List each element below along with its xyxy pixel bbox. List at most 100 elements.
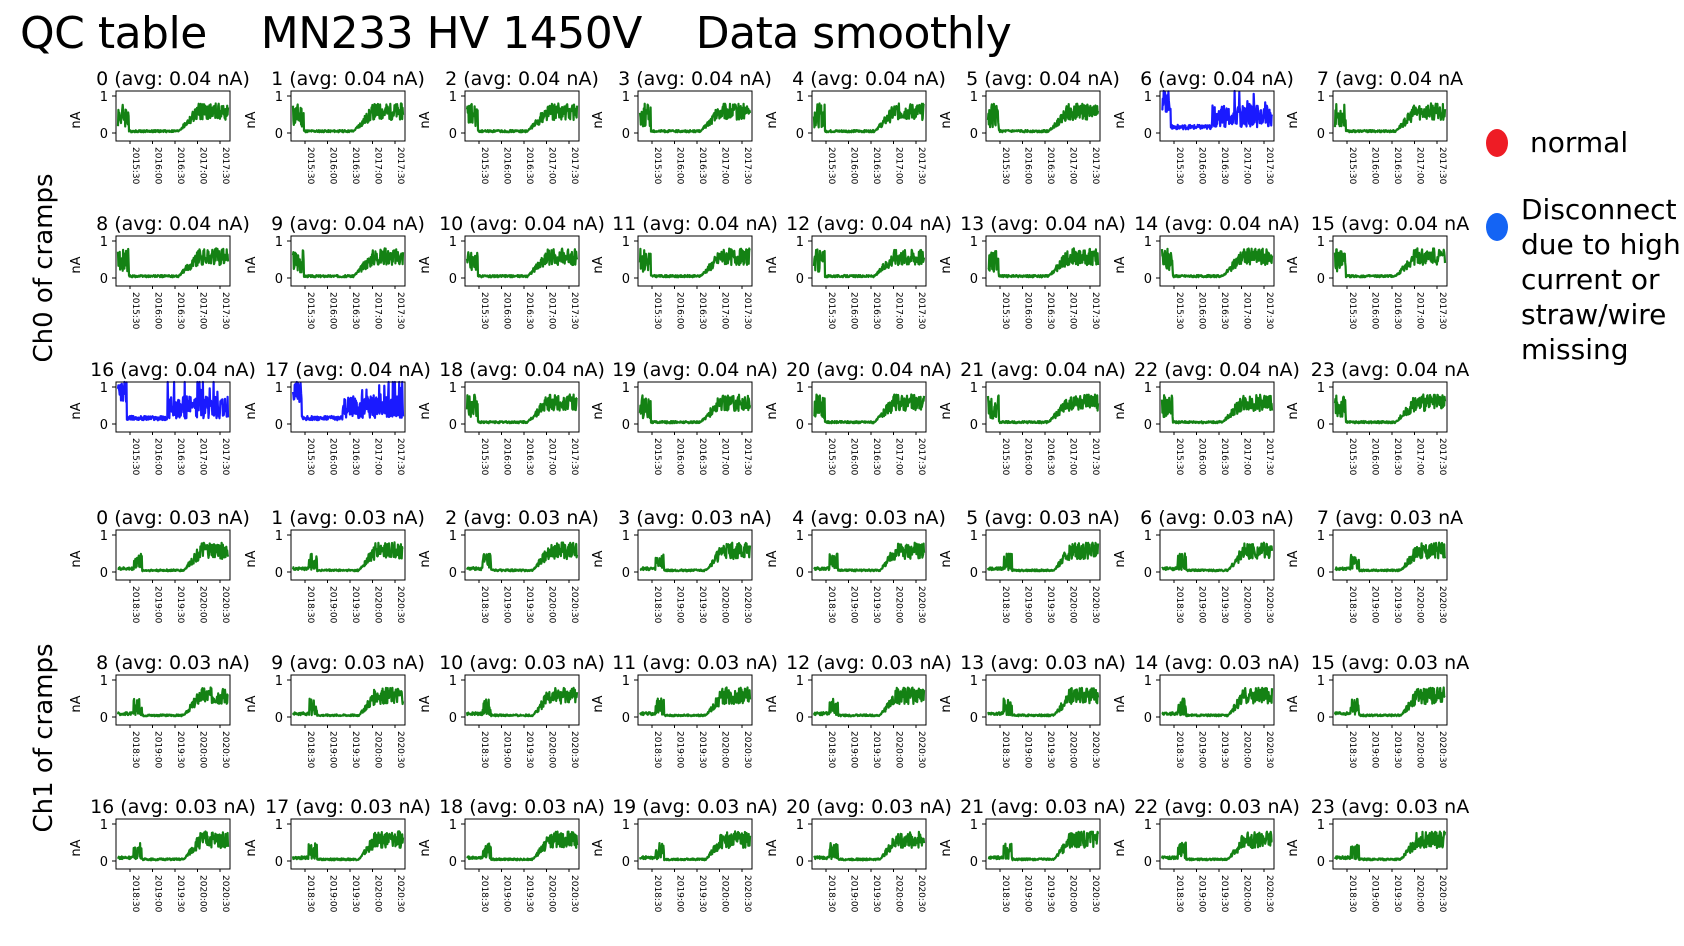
- panel-frame: [985, 381, 1101, 433]
- ytick-label: 1: [970, 818, 978, 833]
- panel-ylabel: nA: [244, 402, 259, 419]
- ytick-label: 1: [796, 818, 804, 833]
- panel-g0-ch14: 14 (avg: 0.04 nA) nA 1 0 2015:30 2016:00 2016:…: [1113, 213, 1300, 330]
- ytick-label: 0: [970, 855, 978, 870]
- ytick-label: 1: [100, 90, 108, 105]
- ytick-label: 0: [1317, 127, 1325, 142]
- ytick-label: 1: [449, 235, 457, 250]
- ytick-label: 1: [970, 529, 978, 544]
- panel-title: 5 (avg: 0.03 nA): [966, 507, 1120, 529]
- xtick-label: 2016:00: [1370, 438, 1380, 476]
- series-line: [987, 247, 1100, 279]
- xtick-label: 2016:00: [849, 438, 859, 476]
- xtick-label: 2019:00: [1023, 586, 1033, 624]
- ytick-label: 0: [970, 711, 978, 726]
- xtick-label: 2016:00: [849, 147, 859, 185]
- panel-g1-ch10: 10 (avg: 0.03 nA) nA 1 0 2018:30 2019:00 2019:…: [418, 652, 605, 769]
- xtick-label: 2016:00: [1370, 147, 1380, 185]
- xtick-label: 2019:30: [697, 875, 707, 913]
- series-line: [465, 247, 579, 279]
- xtick-label: 2019:30: [871, 875, 881, 913]
- xtick-label: 2017:30: [395, 292, 405, 330]
- panel-title: 21 (avg: 0.03 nA): [960, 796, 1126, 818]
- xtick-label: 2016:30: [1392, 147, 1402, 185]
- xtick-label: 2019:30: [350, 875, 360, 913]
- panel-ylabel: nA: [244, 695, 259, 712]
- panel-ylabel: nA: [1113, 550, 1128, 567]
- xtick-label: 2020:00: [894, 731, 904, 769]
- ytick-label: 1: [796, 90, 804, 105]
- xtick-label: 2016:30: [175, 292, 185, 330]
- series-line: [291, 830, 405, 862]
- series-line: [1160, 830, 1273, 862]
- series-line: [812, 248, 926, 279]
- panel-g0-ch13: 13 (avg: 0.04 nA) nA 1 0 2015:30 2016:00 2016:…: [939, 213, 1126, 330]
- xtick-label: 2016:00: [153, 438, 163, 476]
- xtick-label: 2020:00: [198, 731, 208, 769]
- xtick-label: 2017:30: [1437, 292, 1447, 330]
- xtick-label: 2019:00: [1370, 731, 1380, 769]
- panel-title: 22 (avg: 0.03 nA): [1134, 796, 1300, 818]
- xtick-label: 2015:30: [479, 292, 489, 330]
- panel-frame: [1332, 90, 1448, 142]
- xtick-label: 2015:30: [1174, 438, 1184, 476]
- ytick-label: 0: [970, 127, 978, 142]
- xtick-label: 2018:30: [130, 875, 140, 913]
- series-line: [986, 102, 1100, 134]
- panel-title: 7 (avg: 0.03 nA: [1317, 507, 1463, 529]
- panel-frame: [115, 235, 231, 287]
- xtick-label: 2020:30: [742, 875, 752, 913]
- panel-frame: [811, 674, 927, 726]
- xtick-label: 2019:30: [1045, 875, 1055, 913]
- panel-g0-ch18: 18 (avg: 0.04 nA) nA 1 0 2015:30 2016:00 2016:…: [418, 359, 605, 476]
- panel-frame: [811, 529, 927, 581]
- xtick-label: 2016:30: [697, 438, 707, 476]
- xtick-label: 2020:00: [198, 875, 208, 913]
- ytick-label: 1: [1144, 235, 1152, 250]
- ytick-label: 0: [100, 272, 108, 287]
- xtick-label: 2019:30: [350, 731, 360, 769]
- xtick-label: 2020:00: [547, 731, 557, 769]
- xtick-label: 2019:30: [175, 875, 185, 913]
- xtick-label: 2020:00: [1068, 875, 1078, 913]
- group-label-1: Ch1 of cramps: [29, 643, 59, 832]
- panel-frame: [1159, 90, 1275, 142]
- xtick-label: 2017:00: [1242, 292, 1252, 330]
- panel-title: 14 (avg: 0.03 nA): [1134, 652, 1300, 674]
- xtick-label: 2016:00: [502, 292, 512, 330]
- panel-title: 3 (avg: 0.03 nA): [618, 507, 772, 529]
- legend-disconnect-label: Disconnect due to high current or straw/…: [1521, 193, 1681, 366]
- xtick-label: 2017:00: [1415, 292, 1425, 330]
- xtick-label: 2018:30: [1174, 875, 1184, 913]
- ytick-label: 0: [449, 127, 457, 142]
- panel-frame: [290, 235, 406, 287]
- panel-ylabel: nA: [1113, 111, 1128, 128]
- xtick-label: 2019:00: [153, 875, 163, 913]
- xtick-label: 2016:00: [153, 292, 163, 330]
- series-line: [812, 102, 925, 134]
- xtick-label: 2018:30: [1000, 731, 1010, 769]
- xtick-label: 2017:30: [742, 292, 752, 330]
- ytick-label: 1: [622, 818, 630, 833]
- panel-ylabel: nA: [1113, 695, 1128, 712]
- panel-frame: [464, 818, 580, 870]
- xtick-label: 2016:30: [524, 147, 534, 185]
- panel-ylabel: nA: [69, 111, 84, 128]
- xtick-label: 2016:30: [871, 292, 881, 330]
- ytick-label: 1: [796, 235, 804, 250]
- ytick-label: 0: [622, 566, 630, 581]
- series-line: [1333, 102, 1447, 134]
- panel-frame: [115, 818, 231, 870]
- panel-ylabel: nA: [591, 550, 606, 567]
- xtick-label: 2016:00: [1023, 438, 1033, 476]
- panel-title: 12 (avg: 0.04 nA): [786, 213, 952, 235]
- panel-ylabel: nA: [69, 256, 84, 273]
- xtick-label: 2020:30: [916, 586, 926, 624]
- xtick-label: 2016:30: [1219, 292, 1229, 330]
- ytick-label: 0: [1144, 711, 1152, 726]
- panel-g0-ch3: 3 (avg: 0.04 nA) nA 1 0 2015:30 2016:00 2016:3…: [591, 68, 772, 185]
- panel-g0-ch1: 1 (avg: 0.04 nA) nA 1 0 2015:30 2016:00 2016:3…: [244, 68, 425, 185]
- xtick-label: 2019:30: [1045, 586, 1055, 624]
- panel-title: 20 (avg: 0.03 nA): [786, 796, 952, 818]
